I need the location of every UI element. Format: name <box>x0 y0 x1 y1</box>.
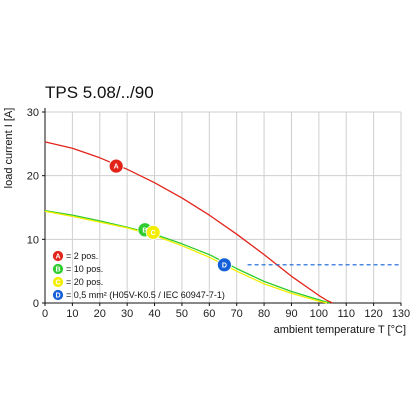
x-tick-label: 70 <box>231 308 243 320</box>
marker-badge-letter: B <box>55 267 60 274</box>
legend-entry-text: = 0,5 mm² (H05V-K0.5 / IEC 60947-7-1) <box>66 290 225 300</box>
legend-marker-d: D <box>52 289 64 301</box>
legend: A = 2 pos. B = 10 pos. C = 20 pos. D = 0,5 mm² … <box>52 250 225 301</box>
x-tick-label: 50 <box>176 308 188 320</box>
marker-badge-letter: A <box>114 164 119 171</box>
y-tick-label: 10 <box>27 234 39 246</box>
x-tick-label: 120 <box>364 308 382 320</box>
x-tick-label: 80 <box>258 308 270 320</box>
marker-badge-letter: C <box>151 230 156 237</box>
x-tick-label: 110 <box>337 308 355 320</box>
legend-entry-text: = 20 pos. <box>66 277 103 287</box>
legend-marker-a: A <box>52 250 64 262</box>
series-line-b <box>44 210 330 304</box>
marker-badge-circle <box>52 263 64 275</box>
x-tick-label: 10 <box>66 308 78 320</box>
marker-badge-circle <box>52 289 64 301</box>
y-tick-label: 30 <box>27 107 39 119</box>
y-axis-label: load current I [A] <box>3 108 15 189</box>
x-tick-label: 40 <box>148 308 160 320</box>
marker-badge-letter: D <box>55 293 60 300</box>
x-tick-label: 100 <box>310 308 328 320</box>
marker-badge-circle <box>216 257 232 273</box>
series-lines <box>44 141 401 304</box>
curve-marker-a: A <box>108 158 124 174</box>
marker-badge-circle <box>145 224 161 240</box>
marker-badge-letter: B <box>142 227 147 234</box>
curve-marker-c: C <box>145 224 161 240</box>
tick-labels: 0 10 20 30 40 50 60 70 80 90 100 110 120 130 0 10 20 30 <box>27 107 410 320</box>
curve-markers: A B C D <box>108 158 232 273</box>
marker-badge-circle <box>52 250 64 262</box>
x-tick-label: 20 <box>94 308 106 320</box>
x-tick-label: 130 <box>392 308 410 320</box>
marker-badge-letter: D <box>222 262 227 269</box>
marker-badge-circle <box>52 276 64 288</box>
x-tick-label: 90 <box>285 308 297 320</box>
grid <box>45 111 402 303</box>
y-tick-label: 20 <box>27 171 39 183</box>
marker-badge-circle <box>108 158 124 174</box>
axes <box>44 108 401 304</box>
series-line-a <box>44 141 333 304</box>
x-tick-label: 0 <box>42 308 48 320</box>
curve-marker-d: D <box>216 257 232 273</box>
legend-entry-text: = 2 pos. <box>66 251 98 261</box>
legend-entry-text: = 10 pos. <box>66 264 103 274</box>
y-tick-label: 0 <box>33 298 39 310</box>
x-axis-label: ambient temperature T [°C] <box>274 324 406 336</box>
marker-badge-letter: C <box>55 280 60 287</box>
chart-title: TPS 5.08/../90 <box>45 83 154 102</box>
series-line-c <box>44 210 328 304</box>
marker-badge-letter: A <box>55 254 60 261</box>
legend-marker-c: C <box>52 276 64 288</box>
x-tick-label: 60 <box>203 308 215 320</box>
x-tick-label: 30 <box>121 308 133 320</box>
legend-marker-b: B <box>52 263 64 275</box>
